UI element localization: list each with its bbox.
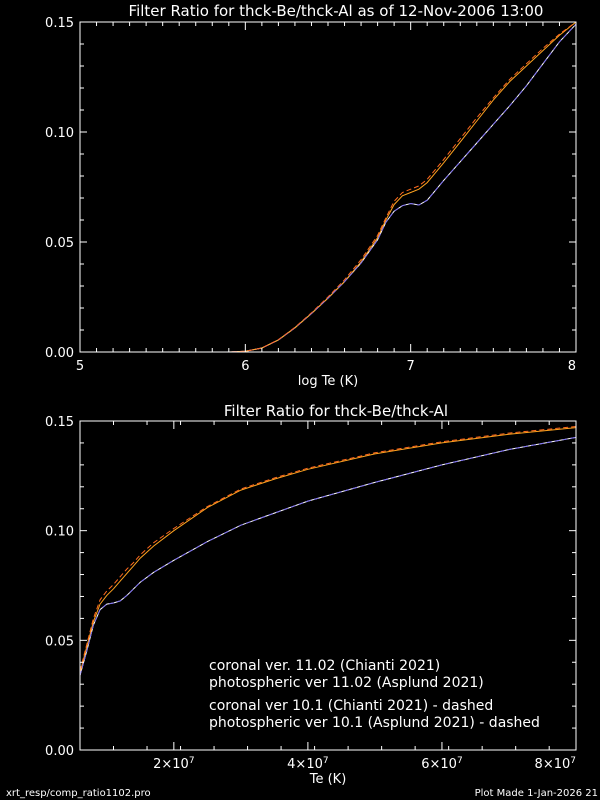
- chart2-legend-entry-2: photospheric ver 11.02 (Asplund 2021): [209, 675, 484, 691]
- chart2-series-line-1: [79, 436, 577, 676]
- chart1-x-tick-label: 7: [407, 359, 415, 374]
- chart2-y-tick-label: 0.15: [45, 415, 74, 430]
- chart1-x-tick-label: 5: [76, 359, 84, 374]
- chart2-legend-entry-3: coronal ver 10.1 (Chianti 2021) - dashed: [209, 698, 493, 714]
- chart2-legend-entry-1: coronal ver. 11.02 (Chianti 2021): [209, 658, 440, 674]
- chart2-x-tick-label: 4×107: [287, 756, 328, 772]
- chart2-legend-entry-4: photospheric ver 10.1 (Asplund 2021) - d…: [209, 715, 540, 731]
- chart2-title: Filter Ratio for thck-Be/thck-Al: [224, 402, 448, 420]
- chart1-x-axis-label: log Te (K): [298, 374, 358, 389]
- chart1-plot-frame: [79, 21, 577, 353]
- chart2-series-line-3: [79, 436, 577, 676]
- chart1-y-tick-label: 0.10: [45, 126, 74, 141]
- chart2-x-tick-label: 2×107: [153, 756, 194, 772]
- chart1-series-line-2: [80, 21, 577, 353]
- chart2-x-tick-label: 8×107: [535, 756, 576, 772]
- chart2-series-line-2: [79, 427, 577, 674]
- chart1-x-tick-label: 6: [241, 359, 249, 374]
- chart1-title: Filter Ratio for thck-Be/thck-Al as of 1…: [129, 2, 544, 20]
- chart1-series-line-4: [80, 21, 577, 353]
- chart2-y-tick-label: 0.00: [45, 744, 74, 759]
- chart2-series-line-4: [79, 426, 577, 672]
- footer-source-file: xrt_resp/comp_ratio1102.pro: [6, 788, 151, 799]
- chart1-x-tick-label: 8: [568, 359, 576, 374]
- footer-plot-date: Plot Made 1-Jan-2026 21: [474, 788, 598, 799]
- chart2-plot-frame: [79, 420, 577, 751]
- chart2-y-tick-label: 0.10: [45, 525, 74, 540]
- chart2-x-axis-label: Te (K): [309, 772, 347, 787]
- chart2-x-tick-label: 6×107: [421, 756, 462, 772]
- chart1-y-tick-label: 0.05: [45, 236, 74, 251]
- chart2-y-tick-label: 0.05: [45, 634, 74, 649]
- chart1-series-line-1: [80, 23, 577, 353]
- chart1-y-tick-label: 0.15: [45, 16, 74, 31]
- chart1-series-line-3: [80, 23, 577, 353]
- chart1-y-tick-label: 0.00: [45, 346, 74, 361]
